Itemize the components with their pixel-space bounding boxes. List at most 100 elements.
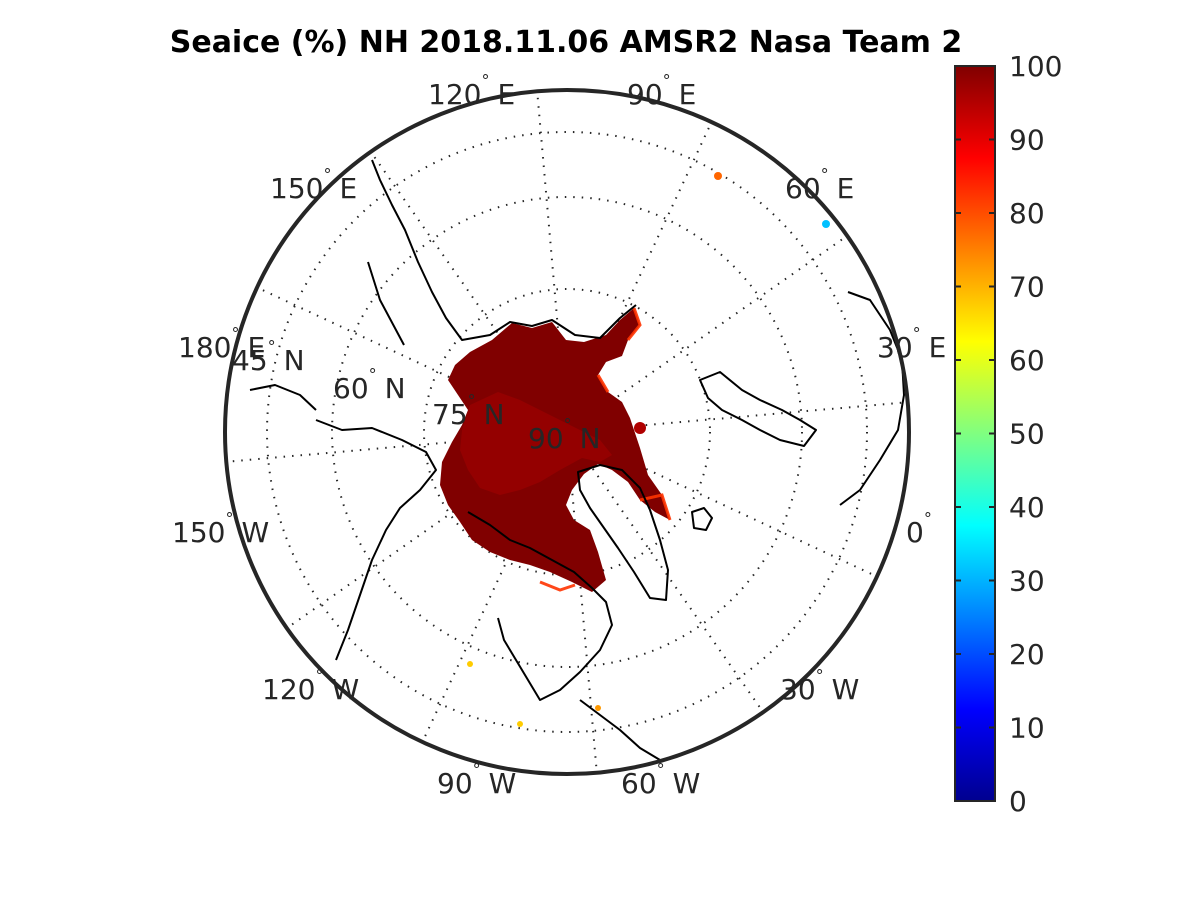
longitude-label: 90° E: [627, 71, 696, 111]
latitude-label: 45° N: [232, 337, 305, 377]
sea-ice-speck: [634, 422, 646, 434]
degree-mark: °: [268, 337, 276, 356]
coast-labrador: [579, 699, 661, 761]
longitude-label: 0°: [906, 509, 932, 549]
longitude-label: 150° W: [172, 509, 269, 549]
latitude-value: 45: [232, 344, 268, 377]
coast-alaska-west: [249, 384, 317, 411]
longitude-label: 180° E: [178, 324, 265, 364]
longitude-hemisphere: E: [929, 331, 947, 364]
coast-north-america: [315, 419, 437, 661]
coast-iceland: [691, 507, 713, 531]
map-title: Seaice (%) NH 2018.11.06 AMSR2 Nasa Team…: [170, 25, 963, 60]
meridian-line: [370, 151, 543, 396]
longitude-hemisphere: E: [247, 331, 265, 364]
degree-mark: °: [231, 324, 239, 343]
longitude-value: 90: [627, 78, 663, 111]
meridian-line: [611, 401, 908, 430]
colorbar-tick-label: 40: [1009, 491, 1045, 524]
meridian-line: [569, 476, 598, 773]
longitude-hemisphere: W: [832, 673, 860, 706]
longitude-hemisphere: W: [331, 673, 359, 706]
longitude-hemisphere: E: [497, 78, 515, 111]
colorbar-tick-label: 70: [1009, 271, 1045, 304]
longitude-value: 30: [780, 673, 816, 706]
latitude-value: 90: [528, 422, 564, 455]
degree-mark: °: [821, 165, 829, 184]
longitude-label: 30° W: [780, 666, 859, 706]
degree-mark: °: [657, 760, 665, 779]
sea-ice-edge-lowconc: [539, 307, 672, 592]
degree-mark: °: [913, 324, 921, 343]
longitude-value: 120: [262, 673, 315, 706]
colorbar-tick-label: 50: [1009, 418, 1045, 451]
meridian-line: [286, 456, 531, 629]
latitude-label: 60° N: [333, 365, 406, 405]
coast-greenland: [577, 464, 669, 601]
sea-ice-speck: [467, 661, 473, 667]
degree-mark: °: [315, 666, 323, 685]
longitude-hemisphere: W: [673, 767, 701, 800]
degree-mark: °: [473, 760, 481, 779]
longitude-hemisphere: E: [837, 172, 855, 205]
latitude-hemisphere: N: [580, 422, 601, 455]
degree-mark: °: [564, 415, 572, 434]
colorbar-tick-label: 10: [1009, 712, 1045, 745]
latitude-hemisphere: N: [284, 344, 305, 377]
colorbar-tick-label: 20: [1009, 638, 1045, 671]
longitude-value: 150: [270, 172, 323, 205]
colorbar-tick-label: 0: [1009, 785, 1027, 818]
degree-mark: °: [323, 165, 331, 184]
longitude-value: 150: [172, 516, 225, 549]
longitude-value: 120: [428, 78, 481, 111]
longitude-label: 120° E: [428, 71, 515, 111]
sea-ice-speck: [822, 220, 830, 228]
longitude-hemisphere: E: [679, 78, 697, 111]
colorbar-tick-label: 100: [1009, 50, 1062, 83]
degree-mark: °: [369, 365, 377, 384]
longitude-value: 180: [178, 331, 231, 364]
graticule: [226, 91, 908, 773]
longitude-hemisphere: E: [339, 172, 357, 205]
longitude-hemisphere: W: [489, 767, 517, 800]
latitude-circle: [266, 131, 868, 733]
longitude-value: 60: [621, 767, 657, 800]
degree-mark: °: [481, 71, 489, 90]
meridian-line: [536, 91, 565, 388]
colorbar-tick-label: 60: [1009, 344, 1045, 377]
latitude-circle: [331, 196, 803, 668]
map-disk: [225, 90, 909, 774]
colorbar-tick-label: 30: [1009, 565, 1045, 598]
meridian-line: [256, 286, 527, 414]
sea-ice-inner-texture: [460, 392, 612, 495]
degree-mark: °: [663, 71, 671, 90]
latitude-value: 75: [432, 398, 468, 431]
degree-mark: °: [816, 666, 824, 685]
latitude-labels: 45° N60° N75° N90° N: [232, 337, 601, 455]
longitude-label: 90° W: [437, 760, 516, 800]
latitude-label: 90° N: [528, 415, 601, 455]
colorbar-tick-label: 90: [1009, 124, 1045, 157]
longitude-value: 30: [877, 331, 913, 364]
longitude-value: 60: [785, 172, 821, 205]
coast-scandinavia: [699, 371, 817, 447]
coast-canadian-archipelago: [467, 511, 613, 701]
latitude-value: 60: [333, 372, 369, 405]
sea-ice-speck: [517, 721, 523, 727]
longitude-value: 0: [906, 516, 924, 549]
meridian-line: [226, 434, 523, 463]
longitude-value: 90: [437, 767, 473, 800]
latitude-hemisphere: N: [484, 398, 505, 431]
latitude-label: 75° N: [432, 391, 505, 431]
coastlines: [249, 159, 905, 761]
sea-ice-speck: [595, 705, 601, 711]
longitude-label: 60° E: [785, 165, 854, 205]
degree-mark: °: [468, 391, 476, 410]
longitude-hemisphere: W: [241, 516, 269, 549]
sea-ice-speck: [714, 172, 722, 180]
